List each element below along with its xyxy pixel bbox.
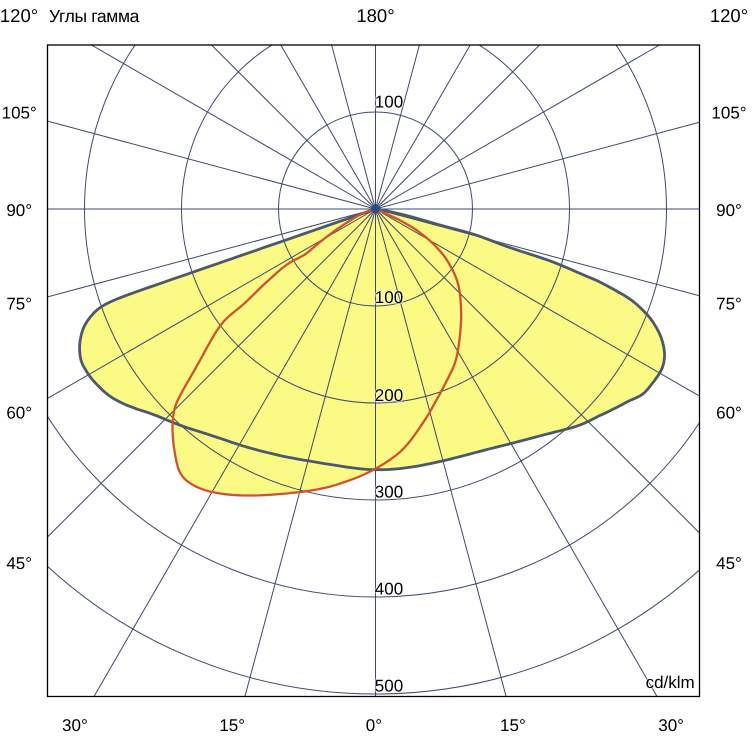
svg-text:90°: 90° bbox=[6, 201, 32, 220]
svg-text:Углы гамма: Углы гамма bbox=[49, 6, 140, 26]
svg-text:180°: 180° bbox=[356, 5, 394, 26]
svg-text:15°: 15° bbox=[219, 716, 245, 735]
svg-text:105°: 105° bbox=[2, 104, 37, 123]
svg-text:75°: 75° bbox=[6, 295, 32, 314]
svg-text:45°: 45° bbox=[716, 554, 742, 573]
svg-text:100: 100 bbox=[375, 288, 403, 307]
svg-text:30°: 30° bbox=[658, 716, 684, 735]
svg-text:cd/klm: cd/klm bbox=[646, 673, 695, 692]
svg-text:120°: 120° bbox=[0, 5, 38, 26]
svg-text:90°: 90° bbox=[716, 201, 742, 220]
svg-text:300: 300 bbox=[375, 483, 403, 502]
svg-text:60°: 60° bbox=[6, 404, 32, 423]
svg-text:15°: 15° bbox=[500, 716, 526, 735]
svg-text:30°: 30° bbox=[62, 716, 88, 735]
svg-text:75°: 75° bbox=[716, 295, 742, 314]
svg-text:200: 200 bbox=[375, 386, 403, 405]
svg-text:0°: 0° bbox=[366, 716, 382, 735]
svg-text:100: 100 bbox=[375, 93, 403, 112]
svg-text:120°: 120° bbox=[710, 5, 748, 26]
svg-text:45°: 45° bbox=[6, 554, 32, 573]
svg-text:400: 400 bbox=[375, 579, 403, 598]
svg-text:500: 500 bbox=[375, 676, 403, 695]
svg-text:60°: 60° bbox=[716, 404, 742, 423]
svg-text:105°: 105° bbox=[711, 104, 746, 123]
